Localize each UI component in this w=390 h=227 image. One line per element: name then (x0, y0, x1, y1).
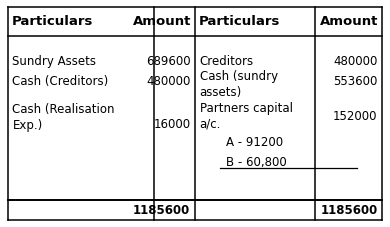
Text: Sundry Assets: Sundry Assets (12, 54, 96, 68)
Text: 480000: 480000 (146, 75, 190, 88)
Text: Partners capital
a/c.: Partners capital a/c. (200, 102, 292, 131)
Text: A - 91200: A - 91200 (226, 136, 283, 149)
Text: Creditors: Creditors (200, 54, 254, 68)
Text: Cash (Realisation
Exp.): Cash (Realisation Exp.) (12, 103, 115, 132)
Text: B - 60,800: B - 60,800 (226, 156, 287, 169)
Text: 480000: 480000 (333, 54, 378, 68)
Text: 553600: 553600 (333, 75, 378, 88)
Text: Particulars: Particulars (12, 15, 93, 28)
Text: 152000: 152000 (333, 110, 378, 123)
Text: 1185600: 1185600 (320, 204, 378, 217)
Text: Amount: Amount (320, 15, 378, 28)
Text: 1185600: 1185600 (133, 204, 190, 217)
Text: 16000: 16000 (153, 118, 190, 131)
Text: Cash (sundry
assets): Cash (sundry assets) (200, 70, 278, 99)
Text: Amount: Amount (133, 15, 191, 28)
Text: 689600: 689600 (146, 54, 190, 68)
Text: Cash (Creditors): Cash (Creditors) (12, 75, 109, 88)
Text: Particulars: Particulars (199, 15, 280, 28)
